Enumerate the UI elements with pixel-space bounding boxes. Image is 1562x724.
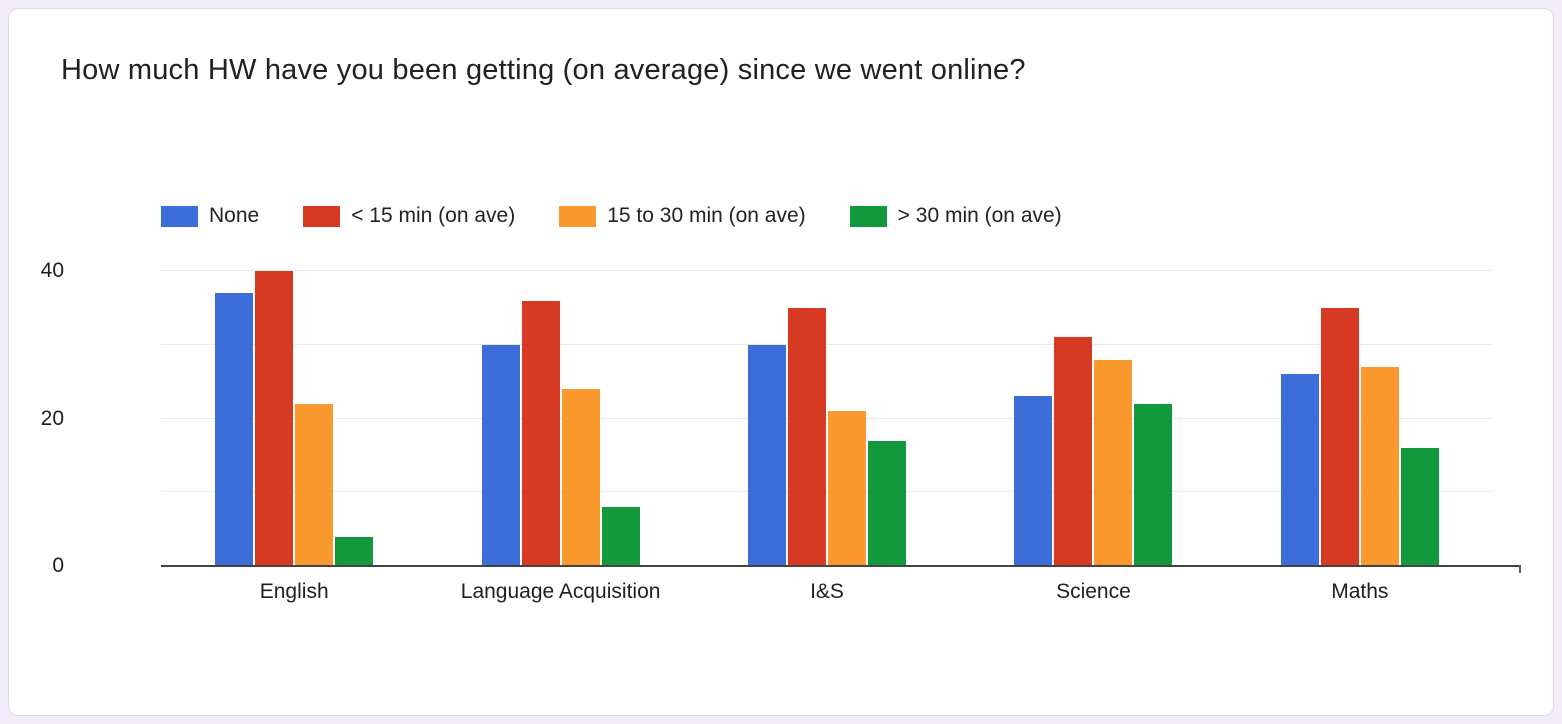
chart-legend: None < 15 min (on ave) 15 to 30 min (on av… (161, 204, 1106, 228)
bar (1280, 374, 1319, 566)
y-axis-tick-label: 40 (40, 259, 64, 282)
bar-group-science (960, 271, 1226, 566)
bar (788, 307, 827, 566)
legend-label: None (209, 204, 260, 227)
bar-group-i-s (694, 271, 960, 566)
legend-item: < 15 min (on ave) (303, 204, 515, 228)
bar (1014, 396, 1053, 566)
bar (295, 403, 334, 566)
bar (868, 440, 907, 566)
gridline (161, 417, 1493, 419)
x-axis-category-label: Maths (1331, 580, 1389, 603)
legend-swatch (559, 205, 597, 227)
bar (748, 344, 787, 566)
legend-label: 15 to 30 min (on ave) (607, 204, 806, 227)
x-axis-category-label: Science (1056, 580, 1131, 603)
chart-title: How much HW have you been getting (on av… (61, 54, 1026, 86)
bar (215, 293, 254, 566)
bar (1134, 403, 1173, 566)
bar (1054, 337, 1093, 566)
legend-item: 15 to 30 min (on ave) (559, 204, 806, 228)
bar (601, 507, 640, 566)
legend-swatch (849, 205, 887, 227)
legend-label: > 30 min (on ave) (897, 204, 1062, 227)
gridline (161, 343, 1493, 345)
legend-swatch (303, 205, 341, 227)
gridline (161, 270, 1493, 271)
x-axis-end-tick (1519, 566, 1521, 573)
gridline (161, 491, 1493, 493)
bar (335, 536, 374, 566)
x-axis-labels: English Language Acquisition I&S Science Mat… (161, 580, 1493, 604)
bar-group-english (161, 271, 427, 566)
legend-swatch (161, 205, 198, 227)
bar (1320, 307, 1359, 566)
x-axis-category-label: I&S (810, 580, 844, 603)
bar-group-language-acquisition (427, 271, 693, 566)
legend-label: < 15 min (on ave) (351, 204, 516, 227)
form-response-card: How much HW have you been getting (on av… (8, 8, 1554, 716)
bar (481, 344, 520, 566)
x-axis-line (161, 565, 1521, 567)
bar (828, 411, 867, 566)
x-axis-category-label: Language Acquisition (460, 580, 661, 603)
y-axis-tick-label: 20 (40, 406, 64, 430)
bar (1360, 366, 1399, 566)
bar (561, 389, 600, 566)
bar (521, 300, 560, 566)
bar-group-maths (1227, 271, 1493, 566)
bar (255, 271, 294, 566)
y-axis-tick-label: 0 (52, 554, 64, 577)
legend-item: None (161, 204, 259, 228)
plot-area: 0 20 40 (41, 259, 1521, 577)
x-axis-category-label: English (259, 580, 329, 603)
legend-item: > 30 min (on ave) (849, 204, 1062, 228)
bar (1400, 448, 1439, 566)
bar (1094, 359, 1133, 566)
bar-groups (161, 271, 1493, 566)
